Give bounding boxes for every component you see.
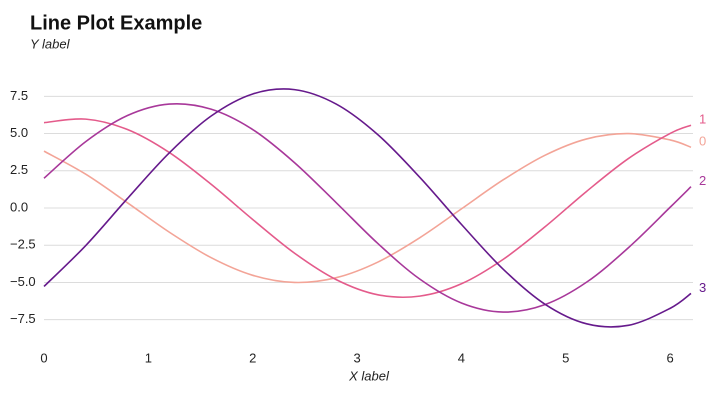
x-tick-label: 0 xyxy=(40,350,47,365)
y-tick-label: 2.5 xyxy=(10,162,28,177)
x-tick-label: 3 xyxy=(353,350,360,365)
series-line xyxy=(43,103,692,313)
series-line xyxy=(43,118,692,299)
series-end-label: 0 xyxy=(699,134,706,149)
y-tick-label: −2.5 xyxy=(10,237,36,252)
x-tick-label: 2 xyxy=(249,350,256,365)
y-axis-label: Y label xyxy=(30,36,71,51)
y-tick-label: −7.5 xyxy=(10,311,36,326)
series-end-label: 1 xyxy=(699,112,706,127)
x-tick-label: 4 xyxy=(458,350,465,365)
series-line xyxy=(43,132,692,284)
chart-title: Line Plot Example xyxy=(30,12,202,34)
x-tick-label: 5 xyxy=(562,350,569,365)
y-tick-label: 0.0 xyxy=(10,199,28,214)
x-axis-label: X label xyxy=(348,368,390,383)
x-tick-label: 1 xyxy=(145,350,152,365)
y-tick-label: −5.0 xyxy=(10,274,36,289)
series-line xyxy=(43,88,692,328)
y-tick-label: 5.0 xyxy=(10,125,28,140)
x-tick-label: 6 xyxy=(667,350,674,365)
series-end-label: 3 xyxy=(699,280,706,295)
series-end-label: 2 xyxy=(699,173,706,188)
y-tick-label: 7.5 xyxy=(10,88,28,103)
